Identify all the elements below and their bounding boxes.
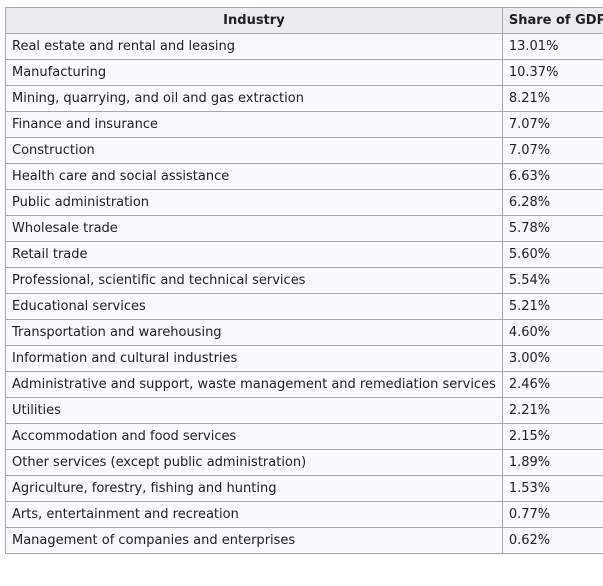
industry-cell: Wholesale trade bbox=[5, 215, 503, 242]
table-row: Utilities 2.21% bbox=[5, 397, 603, 424]
table-row: Management of companies and enterprises 0… bbox=[5, 527, 603, 554]
industry-cell: Arts, entertainment and recreation bbox=[5, 501, 503, 528]
share-cell: 7.07% bbox=[501, 111, 603, 138]
industry-cell: Mining, quarrying, and oil and gas extra… bbox=[5, 85, 503, 112]
table-row: Educational services 5.21% bbox=[5, 293, 603, 320]
industry-cell: Utilities bbox=[5, 397, 503, 424]
share-cell: 6.28% bbox=[501, 189, 603, 216]
table-row: Mining, quarrying, and oil and gas extra… bbox=[5, 85, 603, 112]
industry-column-header: Industry bbox=[5, 7, 503, 34]
industry-cell: Accommodation and food services bbox=[5, 423, 503, 450]
table-header: Industry Share of GDP bbox=[5, 7, 603, 34]
industry-cell: Construction bbox=[5, 137, 503, 164]
share-cell: 1.53% bbox=[501, 475, 603, 502]
table-row: Arts, entertainment and recreation 0.77% bbox=[5, 501, 603, 528]
table-row: Accommodation and food services 2.15% bbox=[5, 423, 603, 450]
table-row: Transportation and warehousing 4.60% bbox=[5, 319, 603, 346]
industry-cell: Other services (except public administra… bbox=[5, 449, 503, 476]
industry-cell: Health care and social assistance bbox=[5, 163, 503, 190]
table-row: Professional, scientific and technical s… bbox=[5, 267, 603, 294]
share-cell: 13.01% bbox=[501, 33, 603, 60]
table-row: Retail trade 5.60% bbox=[5, 241, 603, 268]
table-row: Real estate and rental and leasing 13.01% bbox=[5, 33, 603, 60]
share-cell: 5.21% bbox=[501, 293, 603, 320]
table-row: Information and cultural industries 3.00% bbox=[5, 345, 603, 372]
share-cell: 2.46% bbox=[501, 371, 603, 398]
share-cell: 2.21% bbox=[501, 397, 603, 424]
table-body: Real estate and rental and leasing 13.01%… bbox=[5, 33, 603, 554]
industry-cell: Educational services bbox=[5, 293, 503, 320]
share-cell: 0.62% bbox=[501, 527, 603, 554]
industry-cell: Public administration bbox=[5, 189, 503, 216]
table-row: Other services (except public administra… bbox=[5, 449, 603, 476]
share-cell: 2.15% bbox=[501, 423, 603, 450]
industry-cell: Information and cultural industries bbox=[5, 345, 503, 372]
share-cell: 5.60% bbox=[501, 241, 603, 268]
share-cell: 7.07% bbox=[501, 137, 603, 164]
table-row: Manufacturing 10.37% bbox=[5, 59, 603, 86]
industry-cell: Real estate and rental and leasing bbox=[5, 33, 503, 60]
industry-cell: Transportation and warehousing bbox=[5, 319, 503, 346]
table-row: Agriculture, forestry, fishing and hunti… bbox=[5, 475, 603, 502]
industry-cell: Administrative and support, waste manage… bbox=[5, 371, 503, 398]
share-cell: 10.37% bbox=[501, 59, 603, 86]
share-cell: 5.54% bbox=[501, 267, 603, 294]
industry-cell: Management of companies and enterprises bbox=[5, 527, 503, 554]
industry-cell: Retail trade bbox=[5, 241, 503, 268]
table-row: Public administration 6.28% bbox=[5, 189, 603, 216]
industry-cell: Manufacturing bbox=[5, 59, 503, 86]
share-cell: 8.21% bbox=[501, 85, 603, 112]
share-cell: 0.77% bbox=[501, 501, 603, 528]
share-cell: 1.89% bbox=[501, 449, 603, 476]
share-of-gdp-column-header: Share of GDP bbox=[501, 7, 603, 34]
table-row: Health care and social assistance 6.63% bbox=[5, 163, 603, 190]
share-cell: 3.00% bbox=[501, 345, 603, 372]
header-row: Industry Share of GDP bbox=[5, 7, 603, 34]
share-cell: 6.63% bbox=[501, 163, 603, 190]
industry-cell: Professional, scientific and technical s… bbox=[5, 267, 503, 294]
table-row: Finance and insurance 7.07% bbox=[5, 111, 603, 138]
share-cell: 4.60% bbox=[501, 319, 603, 346]
table-row: Administrative and support, waste manage… bbox=[5, 371, 603, 398]
industry-cell: Finance and insurance bbox=[5, 111, 503, 138]
table-row: Wholesale trade 5.78% bbox=[5, 215, 603, 242]
industry-cell: Agriculture, forestry, fishing and hunti… bbox=[5, 475, 503, 502]
gdp-by-industry-table: Industry Share of GDP Real estate and re… bbox=[5, 7, 603, 554]
share-cell: 5.78% bbox=[501, 215, 603, 242]
table-row: Construction 7.07% bbox=[5, 137, 603, 164]
